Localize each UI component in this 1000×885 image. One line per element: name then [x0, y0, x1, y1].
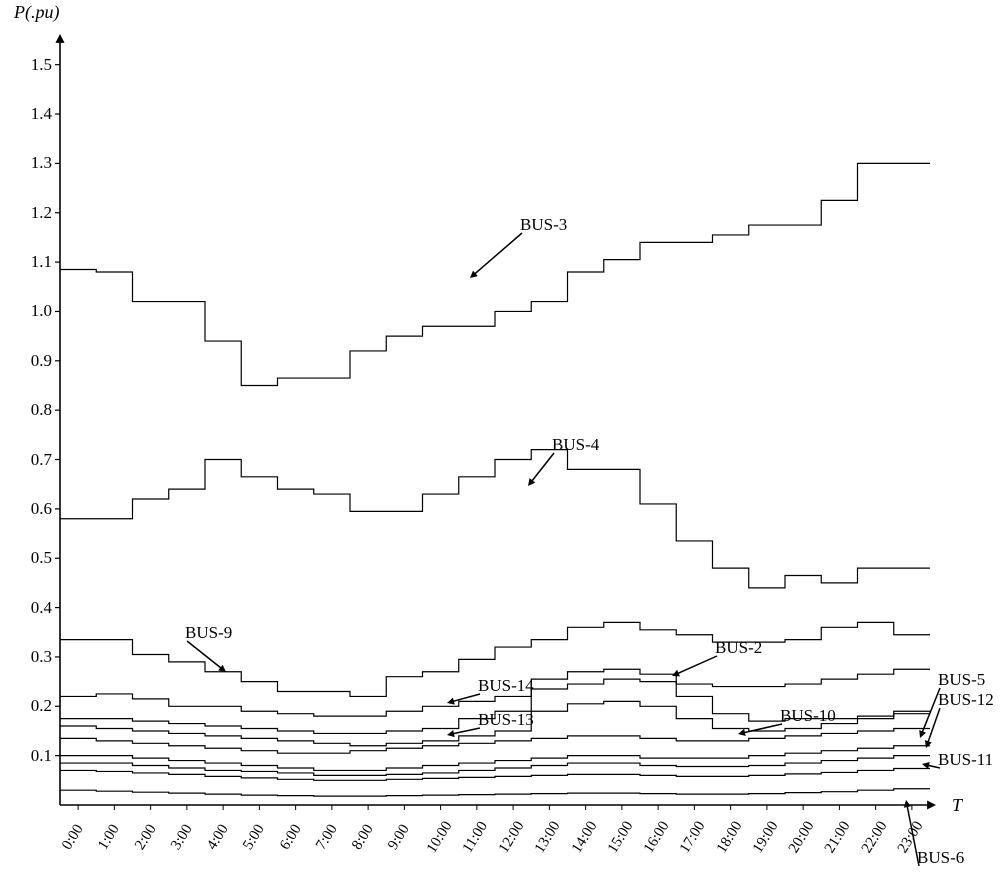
chart-svg — [0, 0, 1000, 885]
series-label-BUS-14: BUS-14 — [478, 676, 534, 696]
chart-container: P(.pu) T 0.1 0.2 0.3 0.4 0.5 0.6 0.7 0.8 0.9 1.0 1… — [0, 0, 1000, 885]
series-label-BUS-13: BUS-13 — [478, 710, 534, 730]
series-label-BUS-3: BUS-3 — [520, 215, 567, 235]
y-tick-label: 1.5 — [12, 55, 52, 75]
series-label-BUS-10: BUS-10 — [780, 706, 836, 726]
series-label-BUS-12: BUS-12 — [938, 690, 994, 710]
y-tick-label: 0.5 — [12, 548, 52, 568]
series-BUS-12 — [60, 756, 930, 776]
y-tick-label: 0.4 — [12, 598, 52, 618]
series-label-BUS-6: BUS-6 — [917, 848, 964, 868]
series-BUS-5 — [60, 746, 930, 771]
y-tick-label: 1.0 — [12, 301, 52, 321]
series-BUS-6 — [60, 789, 930, 796]
y-tick-label: 0.9 — [12, 351, 52, 371]
y-tick-label: 1.4 — [12, 104, 52, 124]
series-BUS-3 — [60, 163, 930, 385]
y-tick-label: 0.6 — [12, 499, 52, 519]
y-tick-label: 0.8 — [12, 400, 52, 420]
x-axis-label: T — [952, 795, 962, 816]
y-tick-label: 0.1 — [12, 746, 52, 766]
annotation-arrows — [187, 233, 940, 866]
y-tick-label: 0.7 — [12, 450, 52, 470]
y-tick-label: 0.3 — [12, 647, 52, 667]
y-tick-label: 1.3 — [12, 153, 52, 173]
y-axis-label: P(.pu) — [14, 2, 59, 23]
series-label-BUS-11: BUS-11 — [938, 750, 993, 770]
y-tick-label: 0.2 — [12, 696, 52, 716]
y-tick-label: 1.2 — [12, 203, 52, 223]
y-tick-label: 1.1 — [12, 252, 52, 272]
series-label-BUS-2: BUS-2 — [715, 638, 762, 658]
series-BUS-4 — [60, 450, 930, 588]
series-group — [60, 163, 930, 796]
series-label-BUS-5: BUS-5 — [938, 670, 985, 690]
series-label-BUS-9: BUS-9 — [185, 623, 232, 643]
series-label-BUS-4: BUS-4 — [552, 435, 599, 455]
